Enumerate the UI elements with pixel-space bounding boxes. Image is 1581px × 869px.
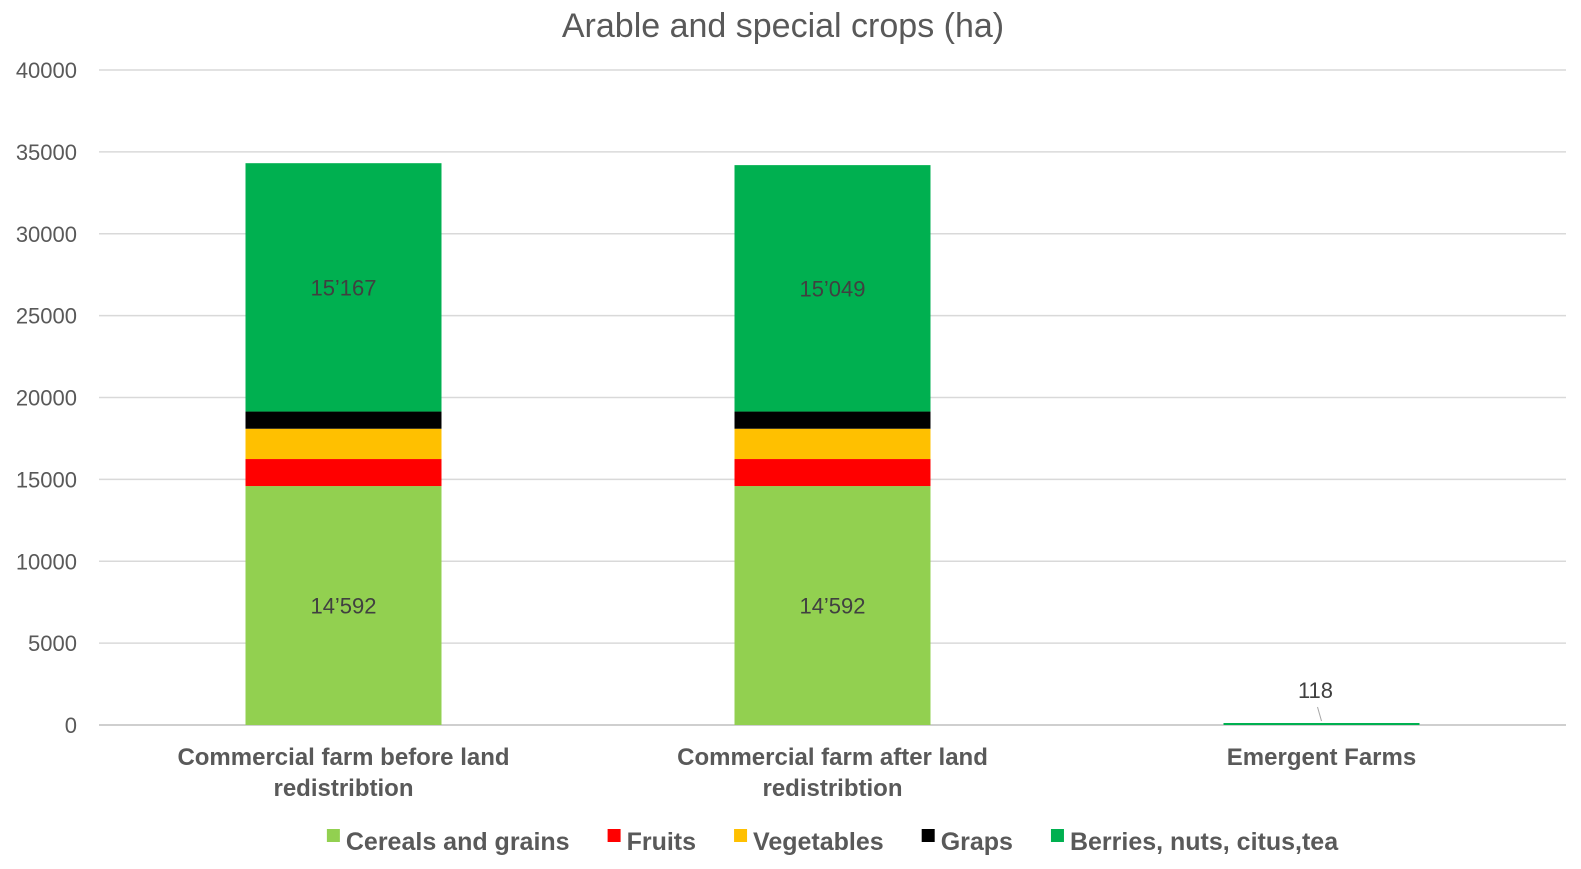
- bar-segment: [734, 165, 931, 412]
- legend-swatch: [607, 829, 621, 842]
- bar-segment: [734, 428, 931, 460]
- y-tick-label: 35000: [16, 140, 77, 165]
- y-axis: 0 5000 10000 15000 20000 25000 30000 35000 40000: [16, 58, 77, 738]
- y-tick-label: 0: [65, 713, 77, 738]
- bars: [245, 163, 1420, 725]
- bar-segment: [734, 486, 931, 725]
- x-category-label: Commercial farm after land: [677, 744, 988, 771]
- y-tick-label: 10000: [16, 549, 77, 574]
- leader-line: [1317, 706, 1322, 722]
- x-axis-categories: Commercial farm before land redistribtion…: [177, 744, 1416, 802]
- legend-item: Cereals and grains: [326, 828, 570, 856]
- bar-segment: [245, 428, 442, 460]
- legend-swatch: [734, 829, 748, 842]
- x-category-label: redistribtion: [762, 775, 902, 802]
- legend-label: Graps: [941, 828, 1013, 856]
- legend-swatch: [326, 829, 340, 842]
- bar-segment: [245, 411, 442, 429]
- bar-segment: [245, 486, 442, 725]
- y-tick-label: 5000: [28, 631, 77, 656]
- data-label: 14’592: [310, 594, 376, 619]
- data-label: 14’592: [799, 594, 865, 619]
- legend-item: Vegetables: [734, 828, 884, 856]
- y-tick-label: 15000: [16, 467, 77, 492]
- y-tick-label: 30000: [16, 222, 77, 247]
- legend-label: Berries, nuts, citus,tea: [1070, 828, 1339, 856]
- legend-swatch: [1050, 829, 1064, 842]
- legend-swatch: [921, 829, 935, 842]
- bar-segment: [734, 411, 931, 429]
- data-label: 118: [1298, 678, 1333, 703]
- legend-item: Fruits: [607, 828, 696, 856]
- x-category-label: Emergent Farms: [1227, 744, 1416, 771]
- x-category-label: redistribtion: [273, 775, 413, 802]
- data-labels: 14’592 15’167 14’592 15’049 118: [310, 275, 1333, 722]
- bar-segment: [1223, 723, 1420, 725]
- y-tick-label: 40000: [16, 58, 77, 83]
- bar-segment: [245, 459, 442, 487]
- data-label: 15’167: [310, 275, 376, 300]
- y-tick-label: 20000: [16, 386, 77, 411]
- y-tick-label: 25000: [16, 304, 77, 329]
- bar-segment: [245, 163, 442, 412]
- legend: Cereals and grains Fruits Vegetables Graps B…: [326, 828, 1339, 856]
- bar-segment: [734, 459, 931, 487]
- data-label: 15’049: [799, 276, 865, 301]
- chart-title: Arable and special crops (ha): [562, 7, 1004, 45]
- legend-label: Cereals and grains: [346, 828, 570, 856]
- legend-label: Vegetables: [753, 828, 884, 856]
- legend-item: Berries, nuts, citus,tea: [1050, 828, 1339, 856]
- legend-item: Graps: [921, 828, 1013, 856]
- legend-label: Fruits: [627, 828, 696, 856]
- x-category-label: Commercial farm before land: [177, 744, 509, 771]
